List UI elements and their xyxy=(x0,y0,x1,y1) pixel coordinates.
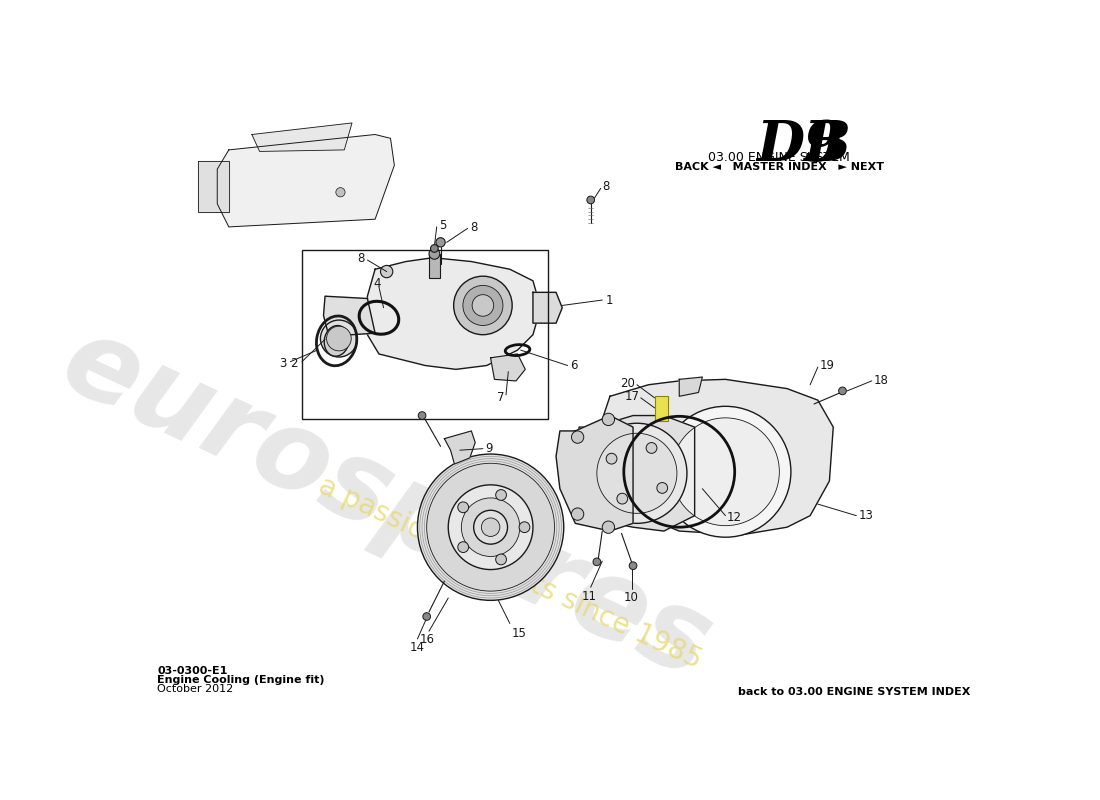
Circle shape xyxy=(463,286,503,326)
Circle shape xyxy=(430,245,438,252)
Polygon shape xyxy=(323,296,375,336)
Text: 3: 3 xyxy=(279,357,286,370)
Circle shape xyxy=(671,418,779,526)
Circle shape xyxy=(331,183,350,202)
Text: 18: 18 xyxy=(873,374,888,386)
Ellipse shape xyxy=(324,326,349,356)
Text: Engine Cooling (Engine fit): Engine Cooling (Engine fit) xyxy=(157,675,324,685)
Text: 9: 9 xyxy=(485,442,493,455)
Polygon shape xyxy=(603,379,834,535)
Circle shape xyxy=(603,414,615,426)
Polygon shape xyxy=(534,292,562,323)
Text: 4: 4 xyxy=(374,278,382,290)
Text: 12: 12 xyxy=(727,511,742,525)
Text: 8: 8 xyxy=(603,180,609,194)
Polygon shape xyxy=(575,415,695,531)
Circle shape xyxy=(324,157,349,182)
Polygon shape xyxy=(491,354,526,381)
Circle shape xyxy=(472,294,494,316)
Circle shape xyxy=(587,423,686,523)
Text: 9: 9 xyxy=(804,118,843,173)
Text: 7: 7 xyxy=(497,391,505,404)
Text: October 2012: October 2012 xyxy=(157,684,233,694)
Circle shape xyxy=(289,157,315,182)
Text: 16: 16 xyxy=(420,634,434,646)
Circle shape xyxy=(586,196,595,204)
Circle shape xyxy=(660,406,791,538)
Circle shape xyxy=(474,510,507,544)
Circle shape xyxy=(606,454,617,464)
Text: 2: 2 xyxy=(290,358,298,370)
Circle shape xyxy=(482,518,499,537)
Text: 10: 10 xyxy=(624,591,639,604)
Circle shape xyxy=(449,485,534,570)
Text: eurospares: eurospares xyxy=(46,307,727,701)
Polygon shape xyxy=(680,377,703,396)
Text: back to 03.00 ENGINE SYSTEM INDEX: back to 03.00 ENGINE SYSTEM INDEX xyxy=(738,686,970,697)
Text: 15: 15 xyxy=(513,627,527,640)
Bar xyxy=(301,250,548,419)
Text: 5: 5 xyxy=(439,219,447,232)
Text: a passion for parts since 1985: a passion for parts since 1985 xyxy=(314,472,706,674)
Circle shape xyxy=(458,502,469,513)
Circle shape xyxy=(838,387,846,394)
Polygon shape xyxy=(444,431,475,464)
Circle shape xyxy=(336,188,345,197)
Text: 17: 17 xyxy=(624,390,639,403)
Circle shape xyxy=(427,463,554,591)
Circle shape xyxy=(572,508,584,520)
Bar xyxy=(654,396,669,421)
Circle shape xyxy=(422,613,430,620)
Circle shape xyxy=(381,266,393,278)
Circle shape xyxy=(572,431,584,443)
Circle shape xyxy=(453,276,513,334)
Text: BACK ◄   MASTER INDEX   ► NEXT: BACK ◄ MASTER INDEX ► NEXT xyxy=(675,162,884,172)
Circle shape xyxy=(418,454,563,600)
Circle shape xyxy=(603,521,615,534)
Circle shape xyxy=(646,442,657,454)
Text: 1: 1 xyxy=(605,294,613,306)
Text: 14: 14 xyxy=(409,641,425,654)
Text: 03-0300-E1: 03-0300-E1 xyxy=(157,666,228,676)
Text: 6: 6 xyxy=(570,359,578,372)
Circle shape xyxy=(657,482,668,494)
Polygon shape xyxy=(252,123,352,151)
Circle shape xyxy=(429,249,440,259)
Circle shape xyxy=(593,558,601,566)
Text: 13: 13 xyxy=(859,509,873,522)
Polygon shape xyxy=(198,162,229,211)
Circle shape xyxy=(496,554,506,565)
Polygon shape xyxy=(218,134,395,227)
Text: 8: 8 xyxy=(470,221,477,234)
Text: 11: 11 xyxy=(582,590,596,602)
Bar xyxy=(429,254,440,278)
Circle shape xyxy=(458,542,469,553)
Circle shape xyxy=(629,562,637,570)
Circle shape xyxy=(496,490,506,500)
Circle shape xyxy=(617,494,628,504)
Circle shape xyxy=(597,434,676,514)
Circle shape xyxy=(327,326,351,351)
Polygon shape xyxy=(367,258,541,370)
Circle shape xyxy=(461,498,520,557)
Circle shape xyxy=(519,522,530,533)
Text: 20: 20 xyxy=(619,377,635,390)
Polygon shape xyxy=(556,415,634,531)
Circle shape xyxy=(418,412,426,419)
Text: 19: 19 xyxy=(820,359,835,372)
Circle shape xyxy=(320,320,358,357)
Text: DB: DB xyxy=(757,118,851,173)
Circle shape xyxy=(436,238,446,247)
Text: 8: 8 xyxy=(358,252,365,265)
Circle shape xyxy=(255,157,279,182)
Text: 03.00 ENGINE SYSTEM: 03.00 ENGINE SYSTEM xyxy=(708,151,850,165)
